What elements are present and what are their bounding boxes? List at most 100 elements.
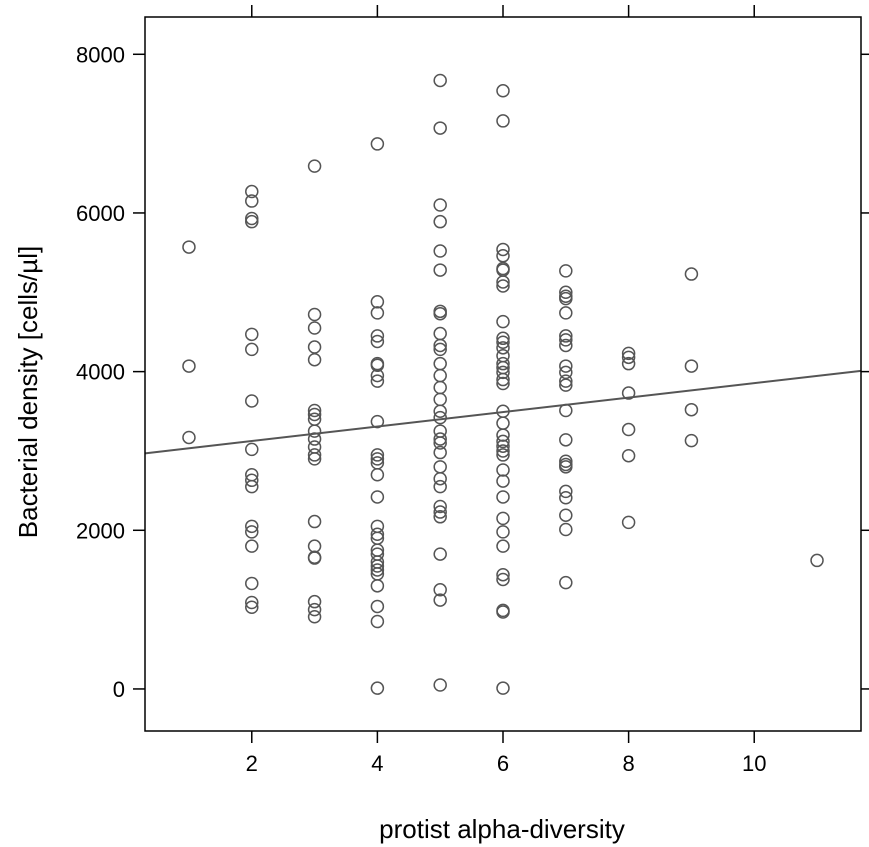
data-point: [559, 291, 573, 306]
data-point: [370, 306, 385, 320]
data-point: [370, 468, 385, 482]
data-point: [559, 338, 573, 353]
data-point: [433, 356, 447, 371]
trend-line: [144, 369, 862, 455]
data-point: [370, 527, 385, 542]
x-axis-title: protist alpha-diversity: [379, 814, 625, 844]
data-point: [496, 434, 510, 449]
data-point: [621, 422, 636, 437]
data-point: [433, 505, 447, 519]
data-point: [496, 681, 510, 695]
x-tick-label: 6: [497, 751, 509, 776]
y-tick-label: 6000: [76, 201, 125, 226]
data-point: [433, 593, 447, 607]
data-point: [433, 547, 447, 561]
data-point: [433, 306, 447, 321]
data-point: [245, 473, 259, 488]
data-point: [245, 576, 259, 591]
data-point: [182, 359, 196, 373]
data-point: [684, 267, 699, 281]
data-point: [496, 341, 510, 355]
data-point: [433, 510, 447, 524]
data-point: [621, 346, 636, 361]
data-point: [370, 448, 385, 462]
data-point: [245, 184, 259, 199]
data-point: [496, 114, 510, 128]
data-point: [307, 307, 322, 322]
data-point: [433, 121, 447, 135]
data-point: [559, 508, 573, 522]
data-point: [559, 333, 573, 347]
data-point: [307, 539, 322, 553]
data-point: [496, 331, 510, 346]
data-point: [370, 414, 385, 429]
x-tick-label: 4: [371, 751, 383, 776]
data-point: [245, 519, 259, 534]
data-point: [433, 460, 447, 474]
data-point: [559, 484, 573, 499]
data-point: [433, 445, 447, 460]
data-point: [370, 614, 385, 629]
data-point: [496, 567, 510, 582]
y-tick-label: 0: [113, 677, 125, 702]
data-point: [370, 329, 385, 343]
data-point: [810, 553, 824, 568]
data-point: [433, 338, 447, 353]
data-point: [559, 378, 573, 392]
data-point: [433, 479, 447, 494]
data-point: [307, 594, 322, 609]
y-tick-label: 8000: [76, 42, 125, 67]
data-point: [307, 514, 322, 529]
data-point: [559, 306, 573, 320]
data-point: [496, 539, 510, 553]
data-point: [433, 436, 447, 450]
x-tick-label: 2: [246, 751, 258, 776]
data-point: [307, 602, 322, 617]
data-point: [433, 263, 447, 277]
data-point: [621, 448, 636, 463]
data-point: [559, 460, 573, 474]
y-axis-title: Bacterial density [cells/µl]: [13, 246, 43, 538]
data-point: [496, 428, 510, 442]
data-point: [559, 374, 573, 388]
data-point: [433, 244, 447, 258]
data-point: [307, 407, 322, 422]
data-point: [496, 335, 510, 350]
data-point: [559, 329, 573, 343]
data-point: [433, 471, 447, 486]
data-point: [496, 314, 510, 329]
y-axis-ticks: 0 2000 4000 6000 8000: [76, 42, 869, 702]
data-point: [496, 365, 510, 380]
data-point: [307, 321, 322, 335]
data-point: [559, 359, 573, 373]
data-point: [182, 240, 196, 254]
data-point: [370, 137, 385, 151]
data-point: [370, 579, 385, 593]
data-point: [496, 439, 510, 453]
data-point: [307, 452, 322, 466]
data-point: [433, 368, 447, 383]
data-point: [496, 376, 510, 391]
data-point: [433, 342, 447, 357]
data-point: [621, 386, 636, 400]
data-point: [245, 595, 259, 610]
data-point: [245, 214, 259, 229]
data-point: [433, 678, 447, 692]
data-point: [433, 404, 447, 419]
data-point: [307, 610, 322, 624]
data-point: [559, 285, 573, 300]
data-point: [307, 424, 322, 438]
data-point: [245, 194, 259, 208]
x-axis-ticks: 2 4 6 8 10: [246, 5, 766, 776]
data-point: [496, 474, 510, 488]
data-point: [245, 327, 259, 342]
data-point: [496, 372, 510, 387]
data-point: [307, 403, 322, 418]
data-points: [182, 73, 824, 695]
y-tick-label: 2000: [76, 518, 125, 543]
data-point: [370, 452, 385, 466]
y-tick-label: 4000: [76, 360, 125, 385]
data-point: [370, 334, 385, 349]
data-point: [559, 575, 573, 590]
